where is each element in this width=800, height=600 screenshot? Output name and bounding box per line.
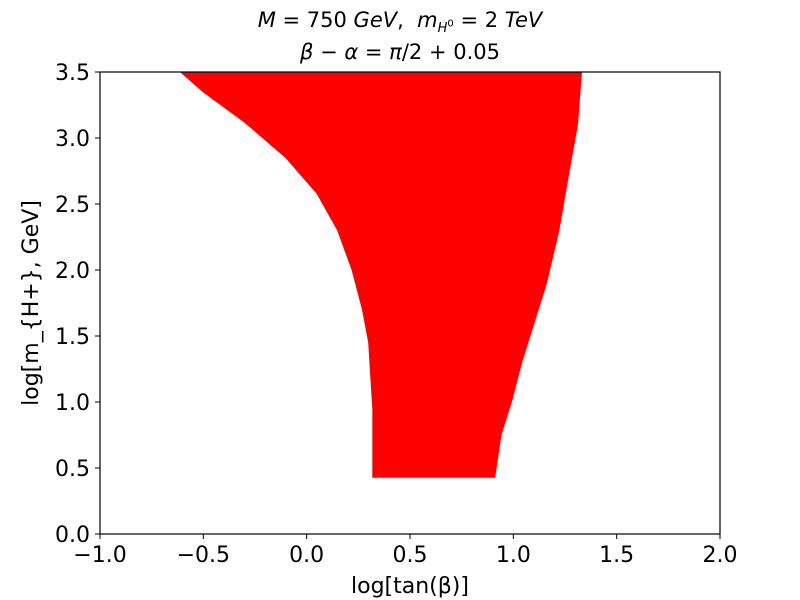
y-tick-label: 0.0 xyxy=(55,523,90,548)
x-axis-label: log[tan(β)] xyxy=(351,574,469,599)
y-tick-label: 2.0 xyxy=(55,259,90,284)
y-tick-label: 2.5 xyxy=(55,193,90,218)
chart-title-line2: β − α = π/2 + 0.05 xyxy=(300,40,500,64)
y-axis-label: log[m_{H+}, GeV] xyxy=(19,200,44,406)
y-tick-label: 3.0 xyxy=(55,127,90,152)
y-tick-label: 0.5 xyxy=(55,457,90,482)
x-tick-label: 2.0 xyxy=(703,543,738,568)
x-tick-label: −1.0 xyxy=(73,543,126,568)
x-tick-label: 1.0 xyxy=(496,543,531,568)
x-tick-label: 1.5 xyxy=(599,543,634,568)
y-tick-label: 1.0 xyxy=(55,391,90,416)
chart-title-line1: M = 750 GeV, mH0 = 2 TeV xyxy=(257,8,543,37)
y-tick-label: 3.5 xyxy=(55,61,90,86)
allowed-region xyxy=(179,71,583,478)
x-tick-label: −0.5 xyxy=(177,543,230,568)
y-tick-label: 1.5 xyxy=(55,325,90,350)
x-tick-label: 0.0 xyxy=(289,543,324,568)
x-tick-label: 0.5 xyxy=(393,543,428,568)
